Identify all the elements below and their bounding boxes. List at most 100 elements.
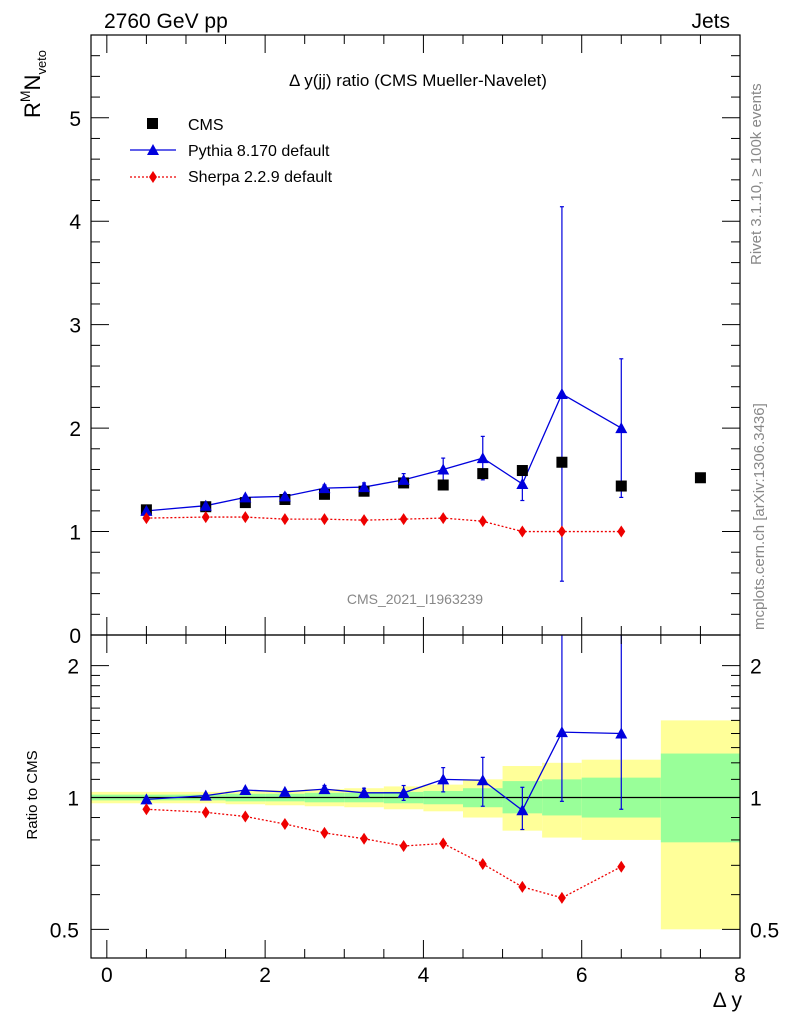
ratio-sherpa-point — [617, 860, 626, 873]
main-panel: Δ y(jj) ratio (CMS Mueller-Navelet) CMS_… — [17, 34, 741, 648]
rivet-label: Rivet 3.1.10, ≥ 100k events — [748, 83, 765, 265]
ratio-ytick-label: 2 — [67, 656, 79, 679]
main-ytick-label: 5 — [69, 108, 81, 131]
pythia-point — [199, 499, 212, 511]
cms-point — [437, 479, 449, 491]
legend-sherpa-label: Sherpa 2.2.9 default — [188, 169, 333, 186]
main-title: Δ y(jj) ratio (CMS Mueller-Navelet) — [289, 71, 547, 90]
ratio-ytick-label: 1 — [67, 787, 79, 810]
pythia-point — [555, 387, 568, 399]
cms-point — [318, 488, 330, 500]
ratio-sherpa-point — [439, 837, 448, 850]
main-ytick-label: 0 — [69, 625, 81, 648]
ratio-xtick-label: 8 — [734, 964, 746, 987]
cms-point — [516, 465, 528, 477]
ratio-ytick-label-right: 2 — [750, 656, 762, 679]
ratio-ylabel: Ratio to CMS — [24, 750, 41, 839]
pythia-point — [318, 482, 331, 494]
ratio-xtick-label: 2 — [259, 964, 271, 987]
sherpa-line — [146, 516, 622, 533]
ratio-frame — [90, 634, 741, 959]
ratio-pythia-point — [476, 774, 489, 786]
ratio-sherpa-point — [518, 880, 527, 893]
ylabel-sub: veto — [34, 50, 49, 75]
cms-point — [694, 472, 706, 484]
ratio-sherpa-point — [280, 817, 289, 830]
ratio-pythia-point — [278, 785, 291, 797]
pythia-point — [140, 504, 153, 516]
ratio-sherpa-point — [557, 891, 566, 904]
sherpa-point — [201, 511, 210, 524]
ylabel-sup: M — [17, 90, 33, 102]
pythia-line — [146, 393, 622, 512]
ratio-pythia-point — [358, 786, 371, 798]
watermark: CMS_2021_I1963239 — [347, 591, 483, 607]
main-ytick-label: 1 — [69, 522, 81, 545]
pythia-point — [358, 481, 371, 493]
sherpa-point — [399, 513, 408, 526]
sherpa-point — [518, 525, 527, 538]
ratio-pythia-point — [199, 789, 212, 801]
sherpa-point — [320, 513, 329, 526]
cms-point — [477, 468, 489, 480]
sherpa-point — [439, 512, 448, 525]
pythia-point — [397, 473, 410, 485]
pythia-point — [516, 477, 529, 489]
ratio-ytick-label: 0.5 — [50, 919, 79, 942]
x-axis-label: Δ y — [713, 989, 743, 1012]
main-ylabel: RMNveto — [17, 50, 49, 118]
cms-point — [239, 497, 251, 509]
svg-text:RMNveto: RMNveto — [17, 50, 49, 118]
ratio-ytick-label-right: 1 — [750, 787, 762, 810]
sherpa-point — [617, 525, 626, 538]
sherpa-point — [142, 512, 151, 525]
sherpa-point — [360, 514, 369, 527]
pythia-point — [278, 490, 291, 502]
pythia-point — [437, 463, 450, 475]
legend-cms-marker — [147, 118, 158, 129]
cms-point — [615, 480, 627, 492]
ratio-pythia-point — [516, 804, 529, 816]
sherpa-point — [478, 515, 487, 528]
ratio-sherpa-line — [146, 808, 622, 899]
ratio-sherpa-point — [142, 803, 151, 816]
ratio-pythia-point — [318, 783, 331, 795]
main-ytick-label: 4 — [69, 211, 81, 234]
ratio-xtick-label: 0 — [101, 964, 113, 987]
legend: CMS Pythia 8.170 default Sherpa 2.2.9 de… — [130, 117, 333, 186]
main-ytick-label: 3 — [69, 315, 81, 338]
pythia-point — [476, 452, 489, 464]
ratio-panel: 0.5 0.5 1 1 2 2 0 2 4 6 8 Ratio to CMS Δ y — [24, 634, 779, 1012]
ratio-ytick-label-right: 0.5 — [750, 919, 779, 942]
ratio-sherpa-point — [320, 826, 329, 839]
legend-pythia-label: Pythia 8.170 default — [188, 143, 330, 160]
ratio-pythia-line — [146, 731, 622, 812]
ylabel-n: N — [20, 75, 45, 91]
pythia-point — [615, 422, 628, 434]
sherpa-point — [557, 525, 566, 538]
ratio-pythia-point — [437, 773, 450, 785]
ratio-sherpa-point — [399, 839, 408, 852]
ratio-pythia-point — [140, 793, 153, 805]
ratio-xtick-label: 6 — [576, 964, 588, 987]
ratio-xtick-label: 4 — [418, 964, 430, 987]
ratio-sherpa-point — [478, 857, 487, 870]
cms-point — [556, 456, 568, 468]
legend-pythia-marker — [147, 144, 159, 155]
legend-sherpa-marker — [149, 171, 157, 183]
ratio-sherpa-point — [360, 832, 369, 845]
sherpa-point — [280, 513, 289, 526]
mcplots-label: mcplots.cern.ch [arXiv:1306.3436] — [751, 403, 768, 630]
ylabel-r: R — [20, 102, 45, 118]
pythia-point — [239, 491, 252, 503]
ratio-pythia-point — [615, 727, 628, 739]
header-right: Jets — [691, 10, 730, 33]
sherpa-point — [241, 511, 250, 524]
ratio-pythia-point — [555, 726, 568, 738]
ratio-sherpa-point — [241, 810, 250, 823]
ratio-sherpa-point — [201, 806, 210, 819]
legend-cms-label: CMS — [188, 117, 224, 134]
ratio-pythia-point — [239, 784, 252, 796]
header-left: 2760 GeV pp — [104, 10, 228, 33]
